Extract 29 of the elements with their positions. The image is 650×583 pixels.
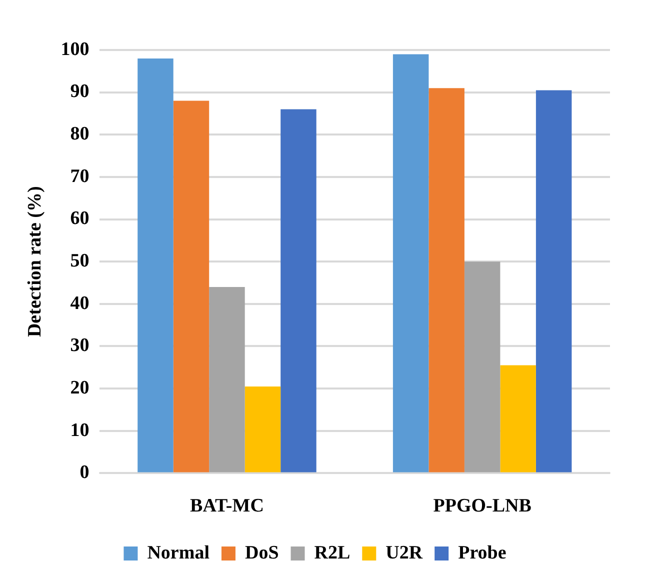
y-tick-label: 50: [70, 250, 90, 272]
y-tick-label: 40: [70, 292, 90, 314]
bar: [138, 58, 174, 472]
legend-label: DoS: [244, 542, 279, 564]
y-tick-label: 60: [70, 208, 90, 230]
legend-label: R2L: [314, 542, 350, 564]
bar: [280, 109, 316, 472]
legend-label: Probe: [458, 542, 506, 564]
bar: [244, 386, 281, 472]
y-tick-label: 30: [70, 335, 90, 356]
bar: [536, 90, 572, 472]
bar: [464, 262, 500, 472]
bar: [209, 286, 245, 472]
x-tick-label: BAT-MC: [190, 496, 264, 517]
y-tick-label: 70: [70, 166, 90, 187]
y-tick-label: 10: [70, 420, 90, 441]
legend-label: Normal: [147, 542, 210, 564]
y-tick-label: 20: [70, 377, 90, 398]
bar: [428, 88, 464, 472]
bar: [500, 365, 536, 472]
bar: [392, 54, 429, 472]
y-tick-label: 90: [70, 81, 90, 102]
y-tick-label: 0: [80, 462, 90, 484]
y-tick-label: 100: [60, 38, 90, 60]
y-axis-title: Detection rate (%): [24, 186, 46, 338]
x-tick-label: PPGO-LNB: [433, 496, 532, 517]
legend-label: U2R: [386, 542, 423, 564]
y-tick-label: 80: [70, 124, 90, 145]
bar: [173, 100, 210, 472]
